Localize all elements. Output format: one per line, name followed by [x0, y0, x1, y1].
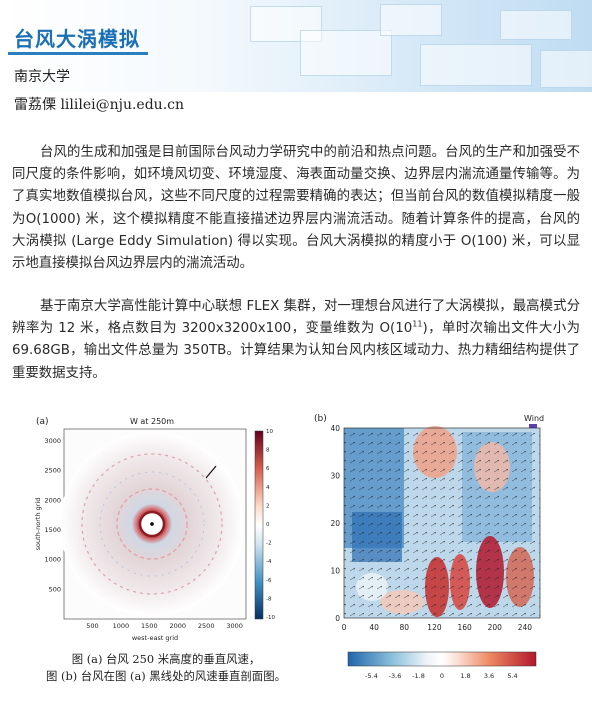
panel-a-x-label: west-east grid: [132, 634, 178, 642]
panel-a-y-ticks: 500 1000 1500 2000 2500 3000: [44, 437, 61, 593]
panel-b-colorbar-tick: -5.4: [365, 672, 378, 680]
panel-a-y-tick: 2500: [44, 467, 61, 475]
panel-a-colorbar-ticks: 10 8 6 4 2 0 -2 -4 -6 -8 -10: [266, 429, 275, 621]
panel-a-x-tick: 1500: [141, 622, 158, 630]
panel-a-colorbar-tick: -2: [266, 541, 271, 547]
panel-a-x-tick: 3000: [226, 622, 243, 630]
figure-panel-a: (a) W at 250m 500 1000 1500 2000 2500 3000 50…: [34, 417, 275, 642]
paragraph-2-text-a: 基于南京大学高性能计算中心联想 FLEX 集群，对一理想台风进行了大涡模拟，最高…: [12, 299, 580, 337]
panel-a-x-ticks: 500 1000 1500 2000 2500 3000: [86, 622, 243, 630]
panel-b-cross-section: [344, 426, 540, 618]
panel-b-colorbar-tick: -3.6: [389, 672, 402, 680]
panel-b-x-tick: 200: [488, 623, 503, 632]
panel-a-y-label: south-north grid: [34, 498, 42, 551]
paragraph-2: 基于南京大学高性能计算中心联想 FLEX 集群，对一理想台风进行了大涡模拟，最高…: [12, 296, 580, 385]
panel-a-x-tick: 2500: [198, 622, 215, 630]
panel-a-colorbar-tick: 4: [266, 485, 270, 491]
panel-b-frame: [343, 427, 541, 619]
page-title: 台风大涡模拟: [14, 26, 140, 51]
panel-b-y-ticks: 40 30 20 10 0: [330, 424, 340, 623]
affiliation: 南京大学: [14, 69, 70, 85]
panel-a-x-tick: 2000: [169, 622, 186, 630]
panel-b-y-tick: 30: [330, 472, 340, 481]
cross-section-line: [205, 465, 217, 479]
panel-b-x-tick: 0: [342, 623, 347, 632]
panel-a-colorbar-tick: -4: [266, 559, 272, 565]
panel-b-colorbar-ticks: -5.4 -3.6 -1.8 0 1.8 3.6 5.4: [365, 672, 518, 680]
panel-b-colorbar: [347, 651, 537, 667]
panel-b-x-tick: 120: [427, 623, 442, 632]
panel-a-colorbar-tick: -10: [266, 615, 275, 621]
panel-a-y-tick: 500: [49, 585, 61, 593]
panel-a-label: (a): [36, 417, 49, 427]
panel-b-label: (b): [314, 414, 327, 424]
panel-a-colorbar-tick: 0: [266, 522, 270, 528]
panel-a-y-tick: 3000: [44, 437, 61, 445]
panel-b-colorbar-tick: 0: [440, 672, 444, 680]
panel-a-colorbar: [254, 430, 264, 620]
caption-line-1: 图 (a) 台风 250 米高度的垂直风速，: [71, 652, 261, 666]
author-line: 雷荔傈 lililei@nju.edu.cn: [14, 97, 184, 113]
paragraph-2-text-b: )，单时次输出文件大小为 69.68GB，输出文件总量为 350TB。计算结果为…: [12, 321, 580, 381]
panel-a-colorbar-tick: 10: [266, 429, 273, 435]
figure-caption: 图 (a) 台风 250 米高度的垂直风速， 图 (b) 台风在图 (a) 黑线…: [46, 651, 286, 685]
panel-a-x-tick: 1000: [113, 622, 130, 630]
panel-b-y-tick: 10: [330, 567, 340, 576]
panel-b-x-tick: 240: [518, 623, 533, 632]
panel-a-colorbar-tick: -8: [266, 596, 272, 602]
panel-b-x-ticks: 0 40 80 120 160 200 240: [342, 623, 533, 632]
panel-a-y-tick: 2000: [44, 496, 61, 504]
panel-b-y-tick: 0: [335, 614, 340, 623]
panel-b-y-tick: 40: [330, 424, 340, 433]
caption-line-2: 图 (b) 台风在图 (a) 黑线处的风速垂直剖面图。: [46, 669, 286, 683]
panel-b-x-tick: 160: [457, 623, 472, 632]
panel-b-legend-text: Wind: [524, 414, 544, 423]
panel-b-colorbar-tick: 3.6: [484, 672, 494, 680]
header-banner: 台风大涡模拟: [0, 0, 592, 92]
panel-b-y-tick: 20: [330, 519, 340, 528]
panel-a-y-tick: 1500: [44, 526, 61, 534]
panel-a-colorbar-tick: 8: [266, 448, 270, 454]
figure-panel-b: (b) Wind 0 40 80 120 160 200 240 40 30 20 10 0 -5.…: [314, 414, 544, 680]
panel-b-colorbar-tick: -1.8: [412, 672, 425, 680]
panel-b-colorbar-tick: 5.4: [507, 672, 517, 680]
panel-a-storm-field: [60, 432, 244, 616]
panel-b-colorbar-tick: 1.8: [460, 672, 470, 680]
panel-b-x-tick: 80: [400, 623, 410, 632]
paragraph-2-superscript: 11: [412, 319, 423, 329]
paragraph-1: 台风的生成和加强是目前国际台风动力学研究中的前沿和热点问题。台风的生产和加强受不…: [12, 145, 580, 272]
panel-a-x-tick: 500: [86, 622, 98, 630]
panel-a-colorbar-tick: 2: [266, 503, 270, 509]
panel-a-colorbar-tick: 6: [266, 466, 270, 472]
panel-a-y-tick: 1000: [44, 556, 61, 564]
title-box: 台风大涡模拟: [8, 22, 148, 55]
panel-a-colorbar-tick: -6: [266, 578, 272, 584]
panel-b-x-tick: 40: [369, 623, 379, 632]
panel-a-title: W at 250m: [130, 417, 174, 426]
